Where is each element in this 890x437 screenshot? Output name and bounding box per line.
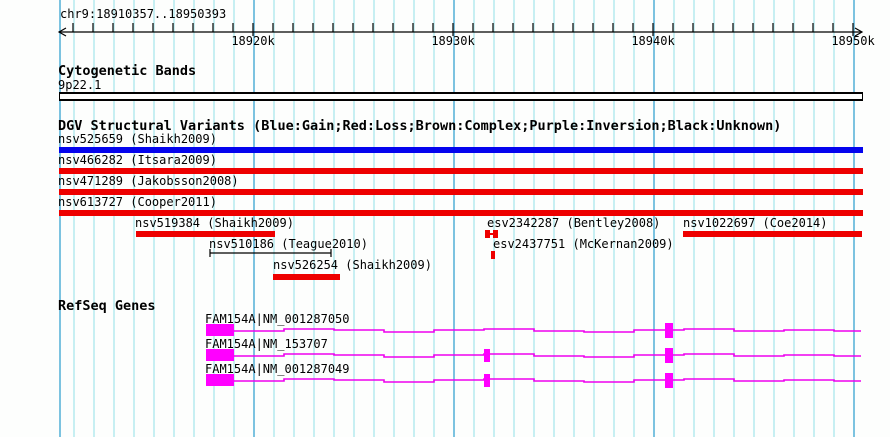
gene-exon[interactable] [206,349,234,361]
gridline-minor [813,0,815,437]
gridline-minor [113,0,115,437]
cytoband-track-header: Cytogenetic Bands [58,63,197,79]
variant-label[interactable]: nsv510186 (Teague2010) [209,237,368,251]
gene-exon[interactable] [484,349,490,362]
gene-label[interactable]: FAM154A|NM_001287050 [205,312,350,326]
variant-label[interactable]: nsv519384 (Shaikh2009) [135,216,294,230]
variant-label[interactable]: nsv471289 (Jakobsson2008) [58,174,239,188]
variant-bar[interactable] [59,189,863,195]
gridline-minor [513,0,515,437]
gene-exon[interactable] [665,348,673,363]
ruler-tick-label: 18950k [831,34,875,48]
variant-label[interactable]: nsv525659 (Shaikh2009) [58,132,217,146]
gridline-minor [793,0,795,437]
dgv-track-header: DGV Structural Variants (Blue:Gain;Red:L… [58,118,782,134]
gridline-major [853,0,855,437]
variant-bar[interactable] [683,231,862,237]
gridline-minor [733,0,735,437]
variant-bar[interactable] [273,274,340,280]
variant-label[interactable]: esv2437751 (McKernan2009) [493,237,674,251]
gene-exon[interactable] [206,374,234,386]
ruler-tick-label: 18930k [431,34,475,48]
gridline-minor [473,0,475,437]
variant-block[interactable] [493,230,498,238]
region-title: chr9:18910357..18950393 [60,7,227,21]
variant-label[interactable]: nsv613727 (Cooper2011) [58,195,217,209]
gene-intron-line[interactable] [234,353,861,358]
gridline-minor [333,0,335,437]
ruler-tick-label: 18920k [231,34,275,48]
variant-label[interactable]: nsv526254 (Shaikh2009) [273,258,432,272]
ruler-tick-label: 18940k [631,34,675,48]
gridline-minor [353,0,355,437]
gridline-minor [773,0,775,437]
refseq-track-header: RefSeq Genes [58,298,156,314]
variant-bar[interactable] [491,251,495,259]
variant-bar[interactable] [59,147,863,153]
variant-bar[interactable] [59,168,863,174]
gridline-minor [393,0,395,437]
gridline-minor [553,0,555,437]
gridline-edge [59,0,61,437]
gridline-minor [753,0,755,437]
gridline-minor [273,0,275,437]
cytoband-name: 9p22.1 [58,78,102,92]
gridline-major [253,0,255,437]
gridline-minor [373,0,375,437]
gene-exon[interactable] [665,373,673,388]
cytoband-box [59,92,863,101]
variant-label[interactable]: nsv1022697 (Coe2014) [683,216,828,230]
gridline-minor [133,0,135,437]
gridline-minor [433,0,435,437]
variant-label[interactable]: esv2342287 (Bentley2008) [487,216,661,230]
variant-block[interactable] [485,230,490,238]
gridline-minor [613,0,615,437]
variant-label[interactable]: nsv466282 (Itsara2009) [58,153,217,167]
gridline-minor [573,0,575,437]
gridline-major [653,0,655,437]
gridline-minor [833,0,835,437]
gridline-minor [173,0,175,437]
gene-exon[interactable] [206,324,234,336]
gridline-minor [673,0,675,437]
gridline-minor [593,0,595,437]
gridline-minor [713,0,715,437]
gene-intron-line[interactable] [234,328,861,333]
gene-label[interactable]: FAM154A|NM_153707 [205,337,328,351]
gridline-minor [533,0,535,437]
gridline-minor [153,0,155,437]
gridline-minor [493,0,495,437]
gridline-minor [413,0,415,437]
gridline-minor [193,0,195,437]
gridline-minor [93,0,95,437]
variant-bar[interactable] [136,231,275,237]
gene-label[interactable]: FAM154A|NM_001287049 [205,362,350,376]
variant-bracket[interactable] [209,249,332,257]
gridline-minor [293,0,295,437]
gridline-minor [213,0,215,437]
gridline-minor [633,0,635,437]
gridline-minor [73,0,75,437]
gene-intron-line[interactable] [234,378,861,383]
gridline-minor [693,0,695,437]
variant-bar[interactable] [59,210,863,216]
gene-exon[interactable] [665,323,673,338]
gridline-major [453,0,455,437]
gridline-minor [313,0,315,437]
gene-exon[interactable] [484,374,490,387]
variant-connector[interactable] [485,233,498,235]
gridline-minor [233,0,235,437]
